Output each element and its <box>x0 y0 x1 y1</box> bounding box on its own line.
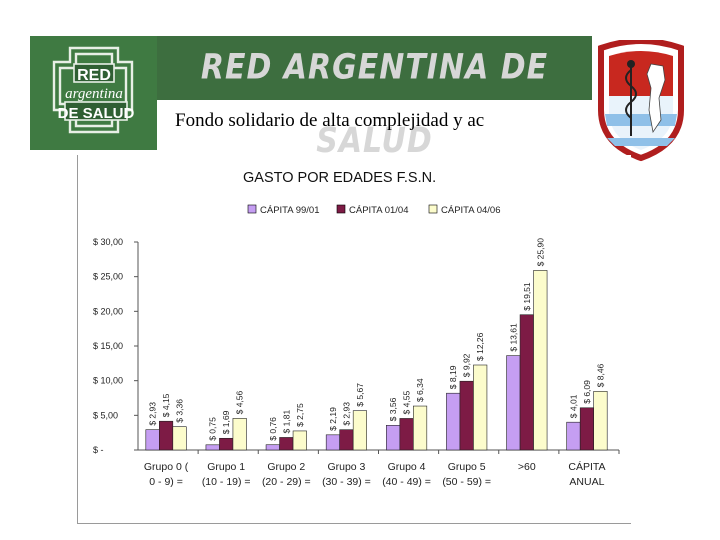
bar <box>519 314 534 451</box>
bar <box>219 437 234 451</box>
bar <box>579 407 594 451</box>
bar <box>172 426 187 451</box>
x-tick-label: (50 - 59) = <box>442 476 491 488</box>
x-tick-label: Grupo 4 <box>388 461 426 473</box>
x-tick-label: (10 - 19) = <box>202 476 251 488</box>
legend-label: CÁPITA 99/01 <box>260 205 320 216</box>
legend-swatch <box>428 204 438 214</box>
red-argentina-logo: RED argentina DE SALUD <box>30 36 157 150</box>
bar <box>352 410 367 451</box>
logo-text-red: RED <box>77 67 111 84</box>
data-label: $ 3,36 <box>175 399 185 423</box>
bar-chart: GASTO POR EDADES F.S.N. CÁPITA 99/01 CÁPIT… <box>93 170 620 488</box>
data-label: $ 1,69 <box>221 410 231 434</box>
data-label: $ 2,19 <box>328 407 338 431</box>
legend-label: CÁPITA 04/06 <box>441 205 501 216</box>
bar <box>205 444 220 451</box>
data-label: $ 2,93 <box>341 402 351 426</box>
x-tick-label: (20 - 29) = <box>262 476 311 488</box>
bar <box>339 429 354 451</box>
y-tick-label: $ 10,00 <box>93 376 123 386</box>
legend-label: CÁPITA 01/04 <box>349 205 409 216</box>
y-tick-label: $ - <box>93 445 104 455</box>
bar <box>399 418 414 451</box>
bar <box>459 380 474 451</box>
y-tick-label: $ 30,00 <box>93 237 123 247</box>
data-label: $ 6,09 <box>582 380 592 404</box>
data-label: $ 8,46 <box>595 363 605 387</box>
logo-text-de-salud: DE SALUD <box>58 105 135 122</box>
data-label: $ 4,01 <box>568 394 578 418</box>
bar <box>593 391 608 451</box>
y-tick-label: $ 5,00 <box>93 410 118 420</box>
data-label: $ 4,15 <box>161 393 171 417</box>
data-label: $ 9,92 <box>462 353 472 377</box>
data-label: $ 13,61 <box>508 323 518 352</box>
bar <box>386 425 401 451</box>
slide-subtitle: Fondo solidario de alta complejidad y ac <box>175 110 485 131</box>
x-tick-label: Grupo 3 <box>327 461 365 473</box>
data-label: $ 2,93 <box>148 402 158 426</box>
x-tick-label: 0 - 9) = <box>149 476 183 488</box>
data-label: $ 19,51 <box>522 282 532 311</box>
bar <box>279 437 294 451</box>
data-label: $ 0,76 <box>268 417 278 441</box>
data-label: $ 12,26 <box>475 332 485 361</box>
chart-panel: GASTO POR EDADES F.S.N. CÁPITA 99/01 CÁPIT… <box>77 155 631 524</box>
bar <box>533 270 548 451</box>
red-argentina-logo-graphic: RED argentina DE SALUD <box>30 36 157 150</box>
data-label: $ 1,81 <box>281 410 291 434</box>
x-tick-label: Grupo 2 <box>267 461 305 473</box>
x-tick-label: (40 - 49) = <box>382 476 431 488</box>
data-label: $ 2,75 <box>295 403 305 427</box>
header-banner: RED ARGENTINA DE SALUD <box>157 36 592 161</box>
medical-crest-logo <box>595 38 687 162</box>
bar <box>145 429 160 451</box>
bar <box>325 434 340 451</box>
bar <box>566 421 581 451</box>
bar <box>159 420 174 451</box>
bar <box>506 355 521 451</box>
x-tick-label: Grupo 1 <box>207 461 245 473</box>
bar <box>446 392 461 451</box>
banner-title: RED ARGENTINA DE SALUD <box>200 47 549 162</box>
data-label: $ 4,55 <box>402 391 412 415</box>
x-tick-label: Grupo 0 ( <box>144 461 189 473</box>
x-tick-label: (30 - 39) = <box>322 476 371 488</box>
x-tick-label: CÁPITA <box>568 460 605 473</box>
bar <box>292 430 307 451</box>
logo-text-argentina: argentina <box>65 86 123 102</box>
data-label: $ 3,56 <box>388 397 398 421</box>
chart-title: GASTO POR EDADES F.S.N. <box>243 170 436 186</box>
y-tick-label: $ 15,00 <box>93 341 123 351</box>
data-label: $ 4,56 <box>235 390 245 414</box>
bar <box>232 418 247 451</box>
legend-swatch <box>336 204 346 214</box>
data-label: $ 0,75 <box>208 417 218 441</box>
bar <box>473 364 488 451</box>
bar <box>413 405 428 451</box>
bar <box>265 444 280 451</box>
medical-crest-graphic <box>598 38 684 162</box>
x-tick-label: ANUAL <box>569 476 604 488</box>
legend-swatch <box>247 204 257 214</box>
y-tick-label: $ 25,00 <box>93 272 123 282</box>
data-label: $ 8,19 <box>448 365 458 389</box>
x-tick-label: Grupo 5 <box>448 461 486 473</box>
y-tick-label: $ 20,00 <box>93 306 123 316</box>
data-label: $ 25,90 <box>535 238 545 267</box>
data-label: $ 5,67 <box>355 383 365 407</box>
data-label: $ 6,34 <box>415 378 425 402</box>
x-tick-label: >60 <box>518 461 536 473</box>
